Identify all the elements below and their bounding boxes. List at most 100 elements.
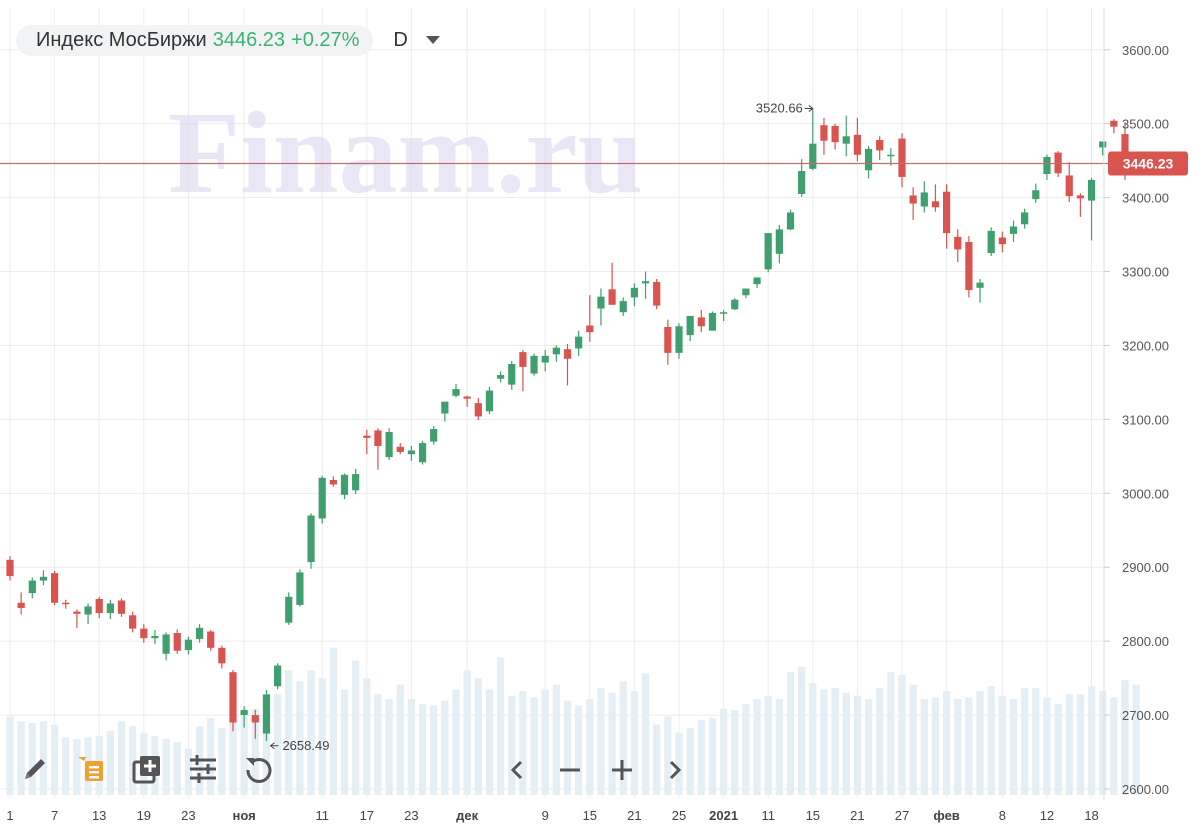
candle-body (1099, 141, 1107, 148)
candle-body (563, 349, 572, 359)
candle-body (775, 229, 783, 254)
candle (1065, 162, 1073, 203)
x-tick-label: ноя (233, 808, 256, 823)
candle (374, 428, 382, 470)
y-tick-label: 3500.00 (1122, 117, 1169, 132)
add-indicator-button[interactable] (126, 748, 168, 790)
candle-body (1043, 156, 1051, 174)
candle (363, 429, 371, 455)
candle (173, 629, 181, 654)
volume-bar (1065, 694, 1073, 795)
candle (1110, 119, 1118, 134)
zoom-out-button[interactable] (548, 748, 592, 792)
candle (441, 401, 449, 422)
volume-bar (340, 689, 349, 795)
annotations: 3520.66 2658.49 (269, 100, 814, 753)
volume-bar (575, 705, 583, 795)
volume-bar (909, 684, 917, 795)
candle (1021, 208, 1029, 229)
candle-body (820, 125, 828, 141)
candle-body (229, 672, 237, 723)
volume-bar (987, 686, 995, 795)
candle-body (876, 139, 884, 151)
interval-label: D (393, 28, 408, 51)
candle-body (998, 237, 1006, 245)
candle-body (831, 125, 839, 143)
x-tick-label: 21 (627, 808, 641, 823)
candle (976, 278, 984, 303)
candle (876, 136, 884, 160)
candle (530, 353, 538, 376)
volume-bar (708, 718, 717, 795)
scroll-left-button[interactable] (496, 748, 540, 792)
candle (485, 386, 494, 415)
candle-body (162, 634, 170, 654)
candle-body (887, 154, 895, 157)
x-tick-label: 1 (6, 808, 13, 823)
candle-body (597, 296, 605, 309)
volume-bar (563, 700, 572, 795)
candle (575, 330, 583, 356)
y-tick-label: 2900.00 (1122, 560, 1169, 575)
volume-bar (497, 657, 505, 795)
candle (229, 669, 237, 732)
candle (240, 706, 248, 728)
candle (697, 309, 705, 333)
volume-bar (173, 742, 181, 795)
instrument-title[interactable]: Индекс МосБиржи 3446.23 +0.27% (16, 24, 374, 56)
candle (653, 278, 661, 310)
x-tick-label: 11 (315, 808, 329, 823)
volume-bar (876, 687, 884, 795)
x-tick-label: 13 (92, 808, 106, 823)
volume-bar (485, 689, 494, 795)
drawing-toolbar (14, 748, 280, 790)
volume-bar (809, 683, 817, 795)
volume-bar (931, 697, 940, 795)
interval-dropdown[interactable]: D (393, 28, 440, 52)
candle (943, 184, 951, 249)
candle-body (418, 443, 427, 463)
candle-body (28, 580, 36, 594)
candle (73, 609, 81, 628)
volume-bar (552, 684, 560, 795)
volume-bar (1043, 697, 1051, 795)
candle (195, 624, 204, 643)
candle (6, 556, 14, 581)
y-tick-label: 2700.00 (1122, 708, 1169, 723)
candle (864, 145, 873, 179)
settings-sliders-icon (190, 755, 216, 783)
x-tick-label: 23 (181, 808, 195, 823)
volume-bar (463, 670, 471, 795)
x-tick-label: 27 (895, 808, 909, 823)
candle (329, 476, 337, 487)
volume-bar (274, 694, 282, 795)
volume-bar (753, 699, 761, 795)
candle-body (1076, 195, 1084, 199)
candle (1009, 220, 1018, 242)
zoom-in-button[interactable] (600, 748, 644, 792)
candle-body (485, 390, 494, 412)
volume-bar (1121, 679, 1129, 795)
volume-bar (218, 727, 226, 795)
candle-body (809, 143, 817, 169)
scroll-right-button[interactable] (652, 748, 696, 792)
candle (39, 570, 48, 585)
candle (664, 319, 672, 365)
candle (998, 231, 1006, 253)
candle-body (6, 559, 14, 577)
notes-button[interactable] (70, 748, 112, 790)
settings-button[interactable] (182, 748, 224, 790)
candle (1043, 154, 1051, 180)
pencil-button[interactable] (14, 748, 56, 790)
candle-body (307, 515, 315, 563)
candle (786, 209, 795, 231)
candle-body (396, 446, 404, 452)
reset-button[interactable] (238, 748, 280, 790)
candle (742, 288, 750, 299)
candle (51, 570, 59, 605)
candle (151, 630, 159, 645)
candle (207, 630, 215, 651)
candle (987, 227, 995, 257)
volume-bars (6, 647, 1140, 795)
